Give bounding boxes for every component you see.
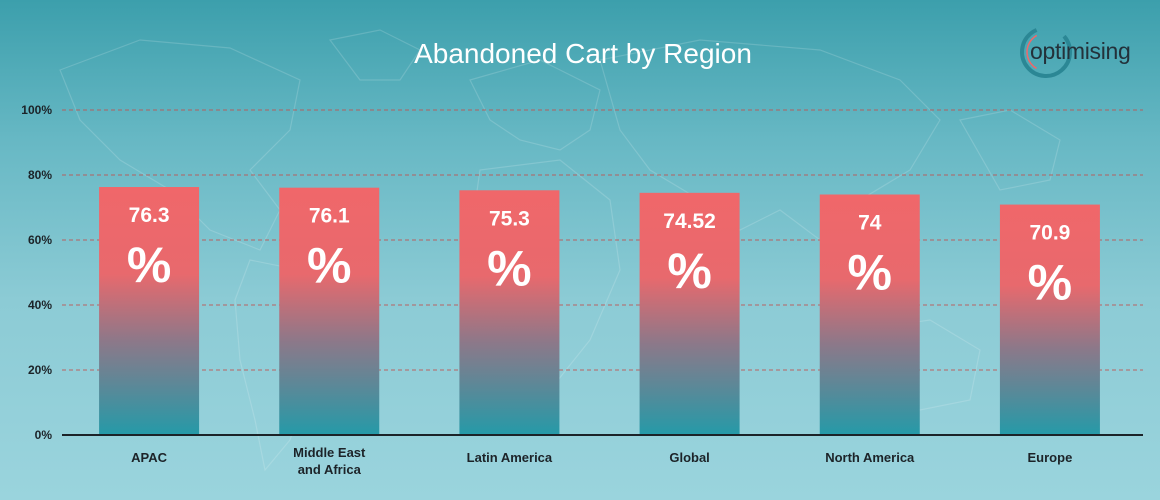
x-tick-label-line: North America — [825, 450, 915, 465]
bar — [279, 187, 380, 435]
chart-title: Abandoned Cart by Region — [414, 38, 752, 69]
y-tick-label: 40% — [28, 298, 52, 312]
data-label-unit: % — [307, 238, 351, 294]
data-label-value: 74.52 — [663, 210, 716, 233]
y-tick-label: 0% — [35, 428, 53, 442]
y-tick-label: 100% — [21, 103, 52, 117]
grid-lines — [62, 109, 1143, 371]
bars — [99, 187, 1100, 435]
y-tick-label: 80% — [28, 168, 52, 182]
y-tick-label: 60% — [28, 233, 52, 247]
x-tick-label-line: Europe — [1028, 450, 1073, 465]
x-tick-label: Global — [669, 450, 709, 465]
bar — [99, 187, 200, 435]
bar — [459, 190, 560, 435]
data-label-unit: % — [127, 237, 171, 293]
x-tick-label-line: and Africa — [298, 462, 362, 477]
x-tick-label: APAC — [131, 450, 167, 465]
x-tick-label-line: Middle East — [293, 445, 366, 460]
brand-logo: optimising — [1016, 20, 1146, 84]
logo-ring-icon — [1020, 26, 1072, 78]
labels: 0% 20% 40% 60% 80% 100% 76.3% APAC 76.1% Middle E… — [21, 103, 1072, 477]
bar — [999, 204, 1100, 435]
data-label-value: 70.9 — [1029, 222, 1070, 245]
x-tick-label-line: APAC — [131, 450, 167, 465]
data-label-value: 76.3 — [129, 204, 170, 227]
data-label-unit: % — [667, 243, 711, 299]
data-label-value: 76.1 — [309, 205, 350, 228]
x-tick-label: North America — [825, 450, 915, 465]
x-tick-label-line: Global — [669, 450, 709, 465]
data-label-value: 75.3 — [489, 207, 530, 230]
x-tick-label: Europe — [1028, 450, 1073, 465]
x-tick-label: Middle East and Africa — [293, 445, 366, 477]
bar — [639, 192, 740, 435]
data-label-unit: % — [848, 245, 892, 301]
data-label-value: 74 — [858, 212, 882, 235]
y-tick-label: 20% — [28, 363, 52, 377]
data-label-unit: % — [487, 240, 531, 296]
x-tick-label: Latin America — [467, 450, 553, 465]
x-tick-label-line: Latin America — [467, 450, 553, 465]
bar — [819, 194, 920, 435]
data-label-unit: % — [1028, 255, 1072, 311]
logo-text: optimising — [1030, 38, 1131, 64]
